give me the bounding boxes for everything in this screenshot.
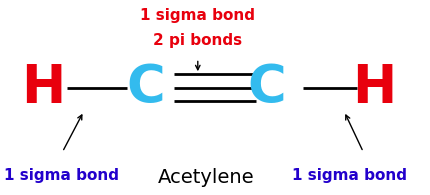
Text: H: H [21, 62, 65, 114]
Text: 1 sigma bond: 1 sigma bond [292, 168, 407, 183]
Text: H: H [352, 62, 396, 114]
Text: C: C [247, 62, 286, 114]
Text: Acetylene: Acetylene [158, 168, 255, 187]
Text: 2 pi bonds: 2 pi bonds [153, 34, 243, 48]
Text: 1 sigma bond: 1 sigma bond [4, 168, 119, 183]
Text: 1 sigma bond: 1 sigma bond [140, 8, 255, 23]
Text: C: C [127, 62, 166, 114]
